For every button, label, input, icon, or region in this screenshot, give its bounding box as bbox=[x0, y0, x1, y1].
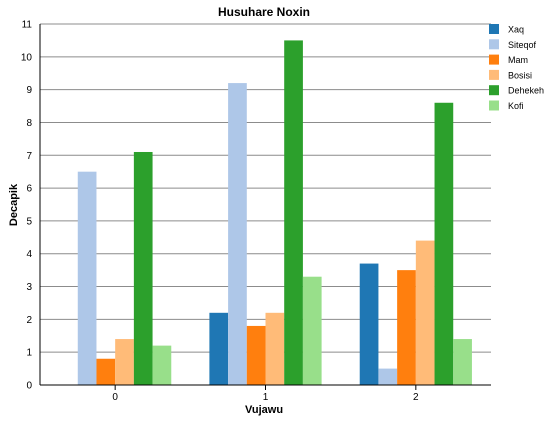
legend-label: Bosisi bbox=[508, 70, 532, 80]
y-tick-label: 8 bbox=[26, 118, 32, 129]
y-tick-label: 5 bbox=[26, 216, 32, 227]
legend-label: Kofi bbox=[508, 101, 524, 111]
y-axis-title: Decapik bbox=[8, 183, 20, 226]
legend-swatch bbox=[489, 54, 499, 65]
legend-item-siteqof: Siteqof bbox=[489, 39, 537, 50]
y-tick-label: 10 bbox=[21, 52, 33, 63]
bar-bosisi-2 bbox=[415, 240, 435, 385]
x-tick-labels: 0 1 2 bbox=[112, 392, 419, 403]
legend-label: Dehekeh bbox=[508, 86, 544, 96]
y-tick-label: 3 bbox=[26, 282, 32, 293]
x-tick-label: 2 bbox=[413, 392, 419, 403]
legend-item-bosisi: Bosisi bbox=[489, 69, 532, 80]
legend-item-dehekeh: Dehekeh bbox=[489, 85, 544, 96]
legend-item-kofi: Kofi bbox=[489, 100, 524, 111]
bars bbox=[77, 40, 472, 386]
legend-swatch bbox=[489, 100, 499, 111]
y-tick-label: 7 bbox=[26, 151, 32, 162]
legend-swatch bbox=[489, 39, 499, 50]
legend-label: Siteqof bbox=[508, 40, 537, 50]
x-tick-label: 1 bbox=[263, 392, 269, 403]
bar-mam-1 bbox=[246, 325, 266, 385]
chart-title: Husuhare Noxin bbox=[218, 5, 310, 19]
legend-item-mam: Mam bbox=[489, 54, 528, 65]
bar-bosisi-0 bbox=[115, 339, 134, 385]
bar-xaq-1 bbox=[209, 312, 229, 385]
legend-item-xaq: Xaq bbox=[489, 24, 524, 35]
legend-label: Xaq bbox=[508, 25, 524, 35]
x-tick-label: 0 bbox=[112, 392, 118, 403]
legend-swatch bbox=[489, 85, 499, 96]
bar-siteqof-0 bbox=[77, 171, 97, 385]
y-tick-label: 11 bbox=[22, 20, 33, 31]
y-tick-label: 9 bbox=[26, 85, 32, 96]
y-tick-label: 0 bbox=[26, 381, 32, 392]
y-tick-label: 4 bbox=[26, 249, 32, 260]
y-tick-label: 2 bbox=[26, 315, 32, 326]
legend-label: Mam bbox=[508, 55, 528, 65]
bar-xaq-2 bbox=[359, 263, 379, 385]
bar-siteqof-1 bbox=[228, 83, 247, 385]
legend-swatch bbox=[489, 24, 499, 34]
bar-bosisi-1 bbox=[265, 312, 285, 385]
bar-dehekeh-2 bbox=[434, 102, 454, 385]
bar-siteqof-2 bbox=[378, 368, 398, 385]
axes bbox=[39, 24, 491, 390]
bar-dehekeh-1 bbox=[284, 40, 303, 386]
bar-mam-0 bbox=[96, 358, 116, 385]
y-tick-labels: 0 1 2 3 4 5 6 7 8 9 10 11 bbox=[21, 20, 33, 392]
bar-kofi-0 bbox=[152, 345, 172, 385]
bar-kofi-2 bbox=[453, 339, 472, 385]
legend: Xaq Siteqof Mam Bosisi Dehekeh Kofi bbox=[489, 24, 544, 111]
y-tick-label: 1 bbox=[26, 348, 32, 359]
y-tick-label: 6 bbox=[26, 184, 32, 195]
bar-kofi-1 bbox=[302, 276, 322, 385]
bar-mam-2 bbox=[397, 270, 416, 385]
x-axis-title: Vujawu bbox=[245, 404, 283, 416]
legend-swatch bbox=[489, 69, 499, 80]
bar-dehekeh-0 bbox=[133, 151, 153, 385]
